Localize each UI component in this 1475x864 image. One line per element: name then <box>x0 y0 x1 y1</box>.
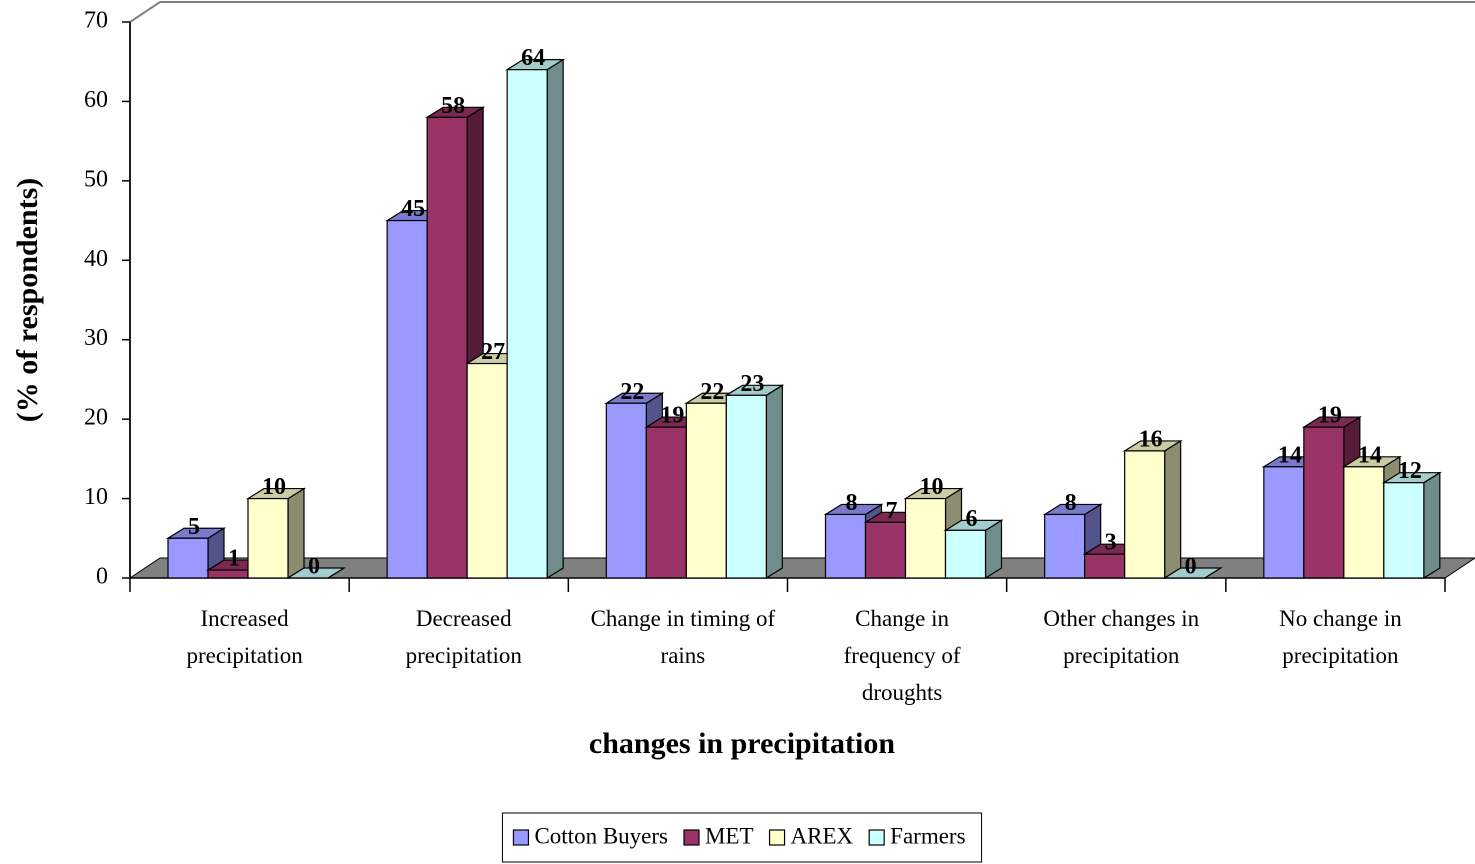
y-tick-label: 10 <box>84 484 108 510</box>
bar-front <box>725 394 767 579</box>
bar <box>245 487 307 580</box>
bar-front <box>386 219 428 579</box>
legend-label: AREX <box>791 823 854 848</box>
x-tick-label: Increased precipitation <box>186 606 303 668</box>
data-label: 10 <box>262 474 286 500</box>
data-label: 5 <box>188 514 200 540</box>
data-label: 1 <box>228 546 240 572</box>
bar-front <box>426 116 468 579</box>
legend-swatch <box>683 829 700 846</box>
bar-front <box>1044 513 1086 579</box>
data-label: 14 <box>1358 442 1382 468</box>
y-tick-label: 0 <box>96 564 108 590</box>
bar <box>724 384 785 580</box>
bar-front <box>944 529 987 579</box>
data-label: 22 <box>620 379 644 405</box>
bar-side <box>546 58 564 580</box>
data-label: 8 <box>1065 490 1077 516</box>
legend-swatch <box>768 829 786 846</box>
bar-front <box>1383 482 1425 579</box>
bar-front <box>167 537 209 579</box>
data-label: 27 <box>481 339 505 365</box>
x-tick-label: Decreased precipitation <box>405 606 522 668</box>
bar-front <box>466 362 508 579</box>
bar-side <box>1164 439 1182 580</box>
bar-side <box>287 487 305 580</box>
bar-side <box>765 384 783 580</box>
data-label: 3 <box>1105 530 1117 556</box>
x-tick-label: No change in precipitation <box>1279 606 1402 668</box>
data-label: 12 <box>1398 458 1422 484</box>
bar-front <box>1343 466 1385 579</box>
bar-front <box>864 521 907 579</box>
data-label: 64 <box>521 45 545 71</box>
data-label: 16 <box>1139 426 1163 452</box>
bar-front <box>1084 553 1126 579</box>
bar-front <box>824 513 867 579</box>
bar-front <box>1124 450 1166 579</box>
y-tick-label: 70 <box>84 8 108 34</box>
bar-side <box>1423 471 1441 580</box>
data-label: 10 <box>920 474 944 500</box>
data-label: 22 <box>700 379 724 405</box>
data-label: 7 <box>886 498 898 524</box>
bar-front <box>1263 466 1305 579</box>
bar-top <box>285 567 347 579</box>
data-label: 58 <box>441 93 465 119</box>
legend-swatch <box>512 829 530 846</box>
legend-box <box>501 812 983 863</box>
legend-swatch <box>868 829 885 846</box>
data-label: 0 <box>1185 554 1197 580</box>
bar <box>943 519 1004 580</box>
data-label: 19 <box>660 403 684 429</box>
legend-label: Cotton Buyers <box>534 823 668 848</box>
bar <box>1122 439 1183 580</box>
bar <box>285 567 347 579</box>
data-label: 19 <box>1318 403 1342 429</box>
data-label: 8 <box>846 490 858 516</box>
data-label: 0 <box>308 554 320 580</box>
legend-label: MET <box>705 823 754 848</box>
y-tick-label: 60 <box>84 87 108 113</box>
y-tick-label: 20 <box>84 405 108 431</box>
legend-label: Farmers <box>890 823 965 848</box>
bar-top <box>1162 567 1223 579</box>
x-tick-label: Change in frequency of droughts <box>843 606 961 705</box>
data-label: 6 <box>966 506 978 532</box>
bar-front <box>506 69 548 579</box>
x-tick-label: Change in timing of rains <box>590 606 776 668</box>
bar-front <box>904 497 947 579</box>
bar-front <box>645 426 687 579</box>
bar-front <box>247 497 289 579</box>
bar <box>1162 567 1223 579</box>
bar <box>1381 471 1442 580</box>
bar-front <box>605 402 647 579</box>
bar <box>505 58 566 580</box>
x-tick-label: Other changes in precipitation <box>1043 606 1200 668</box>
y-tick-label: 40 <box>84 246 108 272</box>
y-tick-label: 50 <box>84 166 108 192</box>
bar-front <box>685 402 727 579</box>
legend: Cotton Buyers MET AREX Farmers <box>501 812 983 863</box>
data-label: 23 <box>740 371 764 397</box>
data-label: 14 <box>1278 442 1302 468</box>
y-axis-title: (% of respondents) <box>11 178 44 422</box>
x-axis-title: changes in precipitation <box>589 727 895 760</box>
bar-front <box>1303 426 1345 579</box>
y-tick-label: 30 <box>84 325 108 351</box>
data-label: 45 <box>401 196 425 222</box>
